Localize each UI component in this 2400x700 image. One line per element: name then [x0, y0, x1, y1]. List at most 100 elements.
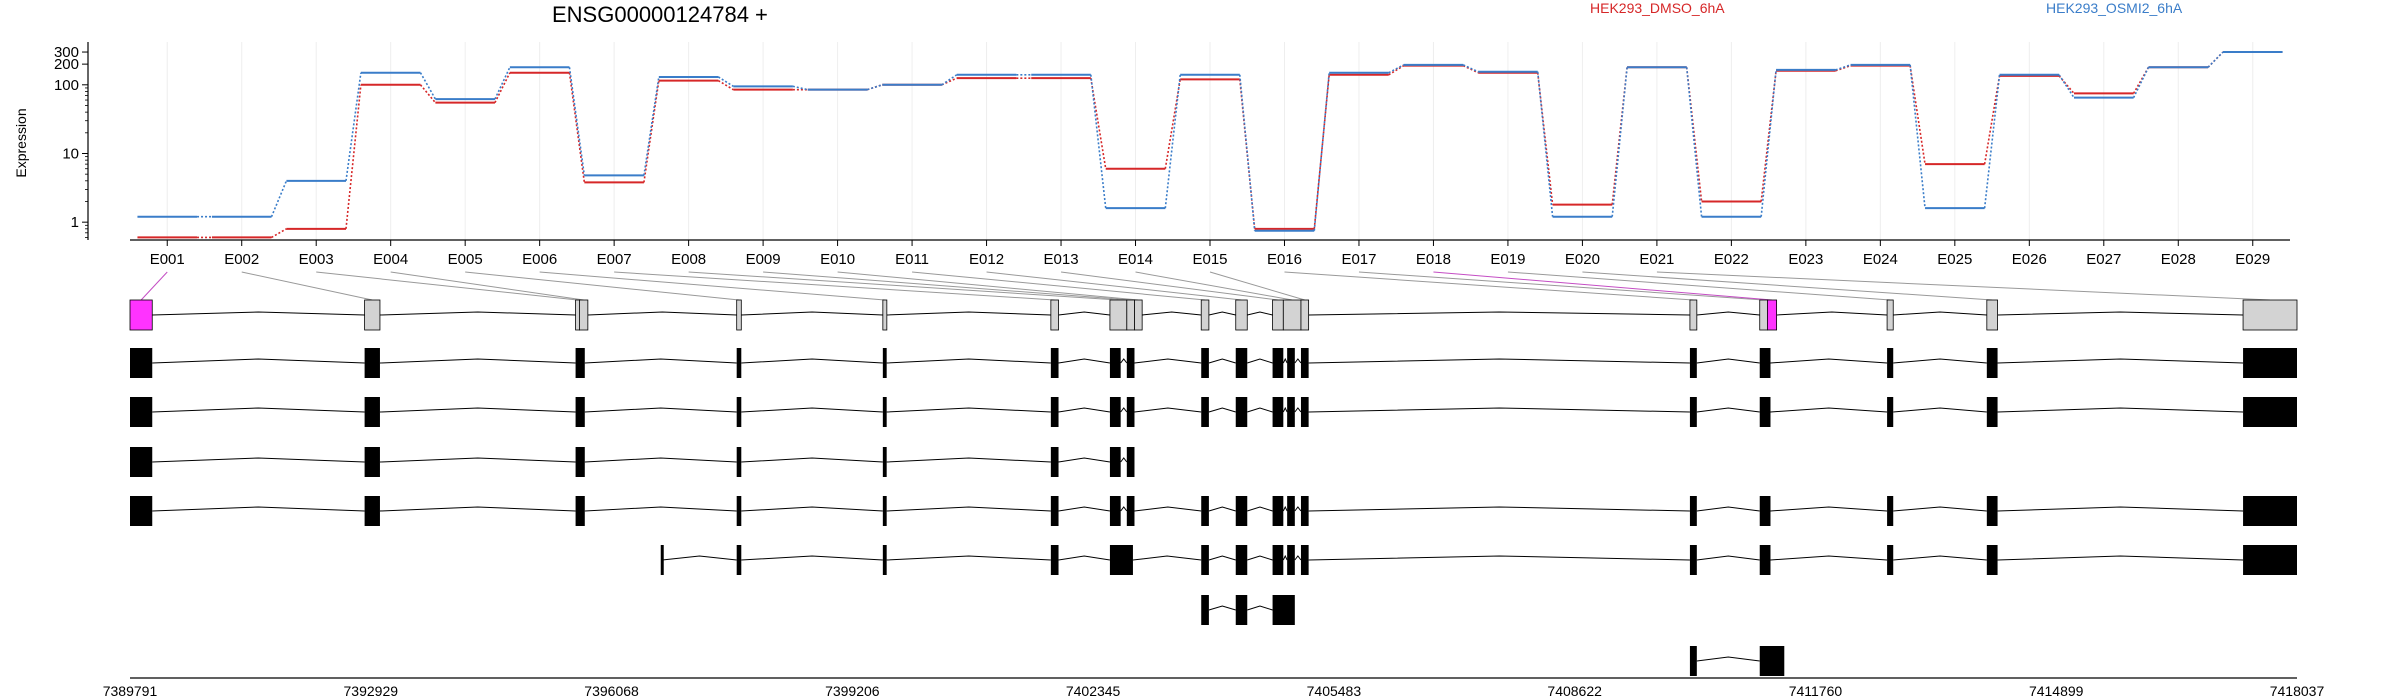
transcript-intron [1120, 457, 1128, 463]
x-tick-label: E015 [1192, 251, 1227, 268]
transcript-exon [2243, 496, 2297, 526]
x-tick-label: E022 [1714, 251, 1749, 268]
intron-line [379, 311, 576, 316]
transcript-exon [1235, 348, 1248, 378]
transcript-intron [1696, 506, 1760, 512]
exon-block [129, 299, 153, 331]
transcript-exon [1272, 397, 1284, 427]
transcript-intron [1120, 358, 1128, 364]
x-tick-label: E023 [1788, 251, 1823, 268]
x-tick-label: E016 [1267, 251, 1302, 268]
series-osmi2-connector [1536, 71, 1554, 217]
series-osmi2-connector [717, 76, 734, 88]
transcript-exon [1287, 397, 1295, 427]
exon-block [1986, 299, 1998, 331]
transcript-intron [1770, 407, 1888, 413]
intron-line [1776, 311, 1888, 316]
exon-connector [1284, 271, 1694, 301]
series-osmi2-connector [1760, 69, 1777, 217]
transcript-exon [1050, 348, 1059, 378]
transcript-exon [882, 348, 887, 378]
exon-connector [241, 271, 373, 301]
transcript-exon [1109, 447, 1121, 477]
series-dmso-connector [494, 72, 511, 103]
intron-line [1997, 311, 2244, 316]
transcript-intron [1696, 358, 1760, 364]
series-osmi2-connector [2132, 66, 2150, 99]
transcript-exon [1050, 545, 1059, 575]
transcript-intron [1294, 407, 1302, 413]
genomic-tick-label: 7399206 [825, 683, 880, 699]
transcript-exon [1126, 496, 1135, 526]
transcript-exon [1759, 646, 1785, 676]
intron-line [741, 311, 883, 316]
transcript-exon [1689, 496, 1697, 526]
transcript-exon [364, 447, 380, 477]
transcript-exon [1201, 545, 1209, 575]
x-tick-label: E017 [1341, 251, 1376, 268]
exon-block [1200, 299, 1210, 331]
transcript-intron [1058, 407, 1111, 413]
exon-connector [140, 271, 168, 301]
transcript-exon [882, 545, 887, 575]
transcript-exon [736, 447, 742, 477]
intron-line [152, 311, 365, 316]
series-osmi2-connector [792, 85, 808, 91]
exon-connector [1582, 271, 1993, 301]
transcript-exon [1759, 496, 1771, 526]
series-osmi2-connector [345, 72, 362, 181]
exon-connector [539, 271, 885, 301]
y-axis-label: Expression [13, 108, 29, 177]
genomic-tick-label: 7414899 [2029, 683, 2084, 699]
x-tick-label: E026 [2012, 251, 2047, 268]
transcript-exon [1235, 397, 1248, 427]
transcript-models [130, 348, 2297, 676]
exon-block [1282, 299, 1302, 331]
exon-block [1759, 299, 1768, 331]
genomic-coordinate-axis: 7389791 7392929 7396068 7399206 7402345 74054… [103, 677, 2324, 699]
exon-connector [1358, 271, 1764, 301]
genomic-tick-label: 7392929 [344, 683, 399, 699]
transcript-exon [1201, 496, 1209, 526]
x-tick-label: E004 [373, 251, 408, 268]
transcript-intron [886, 358, 1051, 364]
transcript-exon [882, 447, 887, 477]
transcript-exon [1287, 348, 1295, 378]
transcript-intron [1893, 506, 1987, 512]
transcript-exon [1300, 397, 1309, 427]
transcript-exon [575, 496, 585, 526]
transcript-intron [1247, 407, 1273, 413]
genomic-tick-label: 7402345 [1066, 683, 1121, 699]
transcript-exon [1272, 348, 1284, 378]
intron-line [1696, 311, 1760, 316]
series-osmi2-connector [568, 67, 586, 176]
transcript-exon [364, 496, 380, 526]
transcript-intron [1696, 656, 1760, 662]
collapsed-gene-model [129, 299, 2298, 331]
exon-connector [1209, 271, 1305, 301]
exon-block [1126, 299, 1135, 331]
transcript-exon [736, 397, 742, 427]
transcript-intron [1308, 506, 1690, 512]
transcript-exon [130, 397, 153, 427]
transcript-exon [2243, 348, 2297, 378]
transcript-intron [584, 457, 737, 463]
transcript-intron [1893, 555, 1987, 561]
exon-block [736, 299, 742, 331]
transcript-intron [1893, 358, 1987, 364]
exon-connector [986, 271, 1242, 301]
series-dmso-connector [2207, 51, 2224, 68]
transcript-exon [1287, 545, 1295, 575]
transcript-intron [741, 457, 883, 463]
transcript-intron [886, 555, 1051, 561]
series-osmi2-connector [1611, 67, 1628, 217]
transcript-exon [364, 348, 380, 378]
transcript-intron [741, 358, 883, 364]
transcript-intron [1696, 407, 1760, 413]
series-osmi2-connector [1909, 64, 1926, 209]
x-tick-label: E021 [1639, 251, 1674, 268]
genomic-tick-label: 7411760 [1789, 683, 1843, 699]
transcript-intron [379, 506, 576, 512]
transcript-intron [741, 407, 883, 413]
